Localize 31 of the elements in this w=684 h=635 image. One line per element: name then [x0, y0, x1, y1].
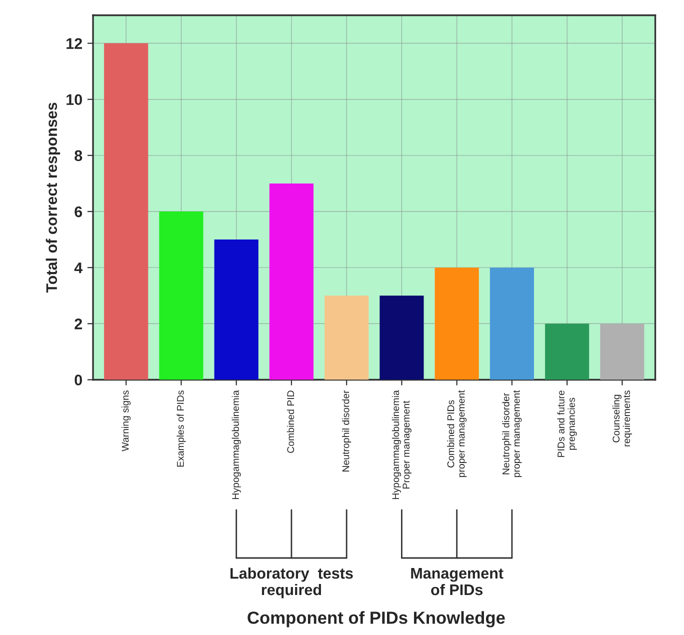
bar [600, 324, 644, 380]
annotation: Laboratory tests required [230, 568, 353, 598]
x-tick-label: Neutrophil disorder [342, 390, 352, 472]
x-tick-label: Warning signs [122, 390, 131, 452]
y-tick-label: 8 [74, 150, 82, 162]
bar [380, 296, 424, 380]
x-tick-label: Examples of PIDs [176, 390, 186, 467]
annotation: Management of PIDs [411, 568, 504, 596]
bar [545, 324, 590, 380]
x-tick-label: Hypogammaglobulinemia [232, 390, 241, 500]
text: Component of PIDs Knowledge [248, 611, 505, 628]
bar [159, 212, 204, 380]
x-tick-label: Counseling requirements [612, 390, 632, 446]
y-tick-label: 2 [74, 318, 82, 330]
y-tick-label: 12 [66, 38, 82, 49]
bar [490, 268, 534, 380]
y-axis-title: Total of correct responses [46, 102, 60, 293]
x-tick-label: Combined PIDs proper management [447, 390, 467, 478]
y-tick-label: 0 [74, 374, 82, 386]
bar [324, 296, 369, 380]
y-tick-label: 4 [74, 262, 83, 274]
x-tick-label: Hypogammaglobulinemia Proper management [392, 390, 412, 500]
bar [104, 43, 148, 380]
y-tick-label: 10 [66, 94, 82, 106]
x-tick-label: Neutrophil disorder proper management [502, 390, 522, 478]
x-tick-label: PIDs and future pregnancies [557, 390, 577, 457]
x-tick-label: Combined PID [286, 390, 294, 453]
bar [214, 240, 258, 380]
bar [269, 183, 314, 380]
y-tick-label: 6 [74, 206, 82, 218]
bar [434, 268, 479, 380]
